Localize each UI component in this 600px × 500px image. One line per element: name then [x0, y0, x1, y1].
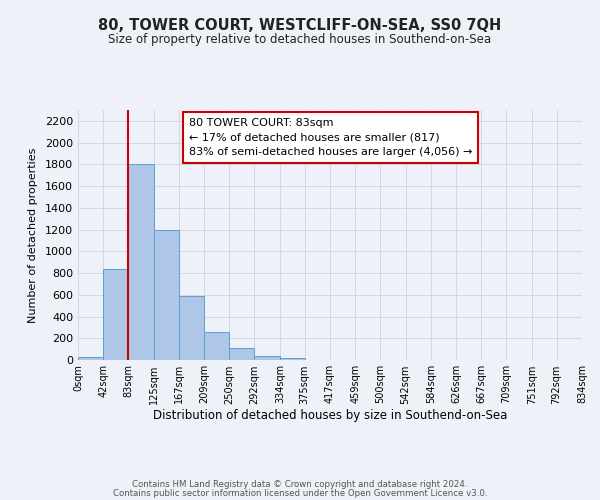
Bar [280, 358, 305, 360]
Bar [154, 230, 179, 360]
Text: Contains public sector information licensed under the Open Government Licence v3: Contains public sector information licen… [113, 489, 487, 498]
Text: Size of property relative to detached houses in Southend-on-Sea: Size of property relative to detached ho… [109, 32, 491, 46]
Bar [103, 269, 128, 360]
X-axis label: Distribution of detached houses by size in Southend-on-Sea: Distribution of detached houses by size … [153, 409, 507, 422]
Bar [179, 296, 205, 360]
Text: 80, TOWER COURT, WESTCLIFF-ON-SEA, SS0 7QH: 80, TOWER COURT, WESTCLIFF-ON-SEA, SS0 7… [98, 18, 502, 32]
Bar [229, 348, 254, 360]
Y-axis label: Number of detached properties: Number of detached properties [28, 148, 38, 322]
Text: 80 TOWER COURT: 83sqm
← 17% of detached houses are smaller (817)
83% of semi-det: 80 TOWER COURT: 83sqm ← 17% of detached … [189, 118, 472, 157]
Text: Contains HM Land Registry data © Crown copyright and database right 2024.: Contains HM Land Registry data © Crown c… [132, 480, 468, 489]
Bar [254, 356, 280, 360]
Bar [205, 332, 229, 360]
Bar [78, 358, 103, 360]
Bar [128, 164, 154, 360]
